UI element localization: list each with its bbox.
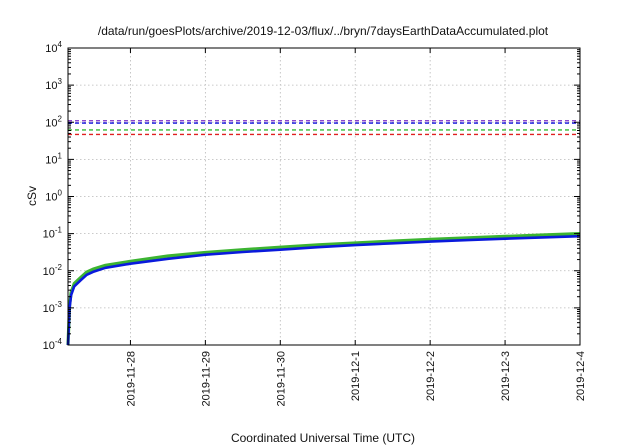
y-tick-base: 10 <box>43 229 55 241</box>
x-axis-title: Coordinated Universal Time (UTC) <box>231 431 415 445</box>
x-tick-label: 2019-11-29 <box>200 351 212 406</box>
y-tick-exponent: 0 <box>58 189 63 198</box>
y-tick-label: 10-4 <box>43 337 63 352</box>
y-tick-label: 101 <box>45 151 62 166</box>
grid-lines <box>68 48 580 345</box>
x-tick-label: 2019-11-28 <box>125 351 137 406</box>
y-tick-label: 10-1 <box>43 226 63 241</box>
y-tick-label: 10-2 <box>43 263 63 278</box>
x-tick-label: 2019-12-1 <box>350 351 362 401</box>
y-tick-exponent: -3 <box>55 300 63 309</box>
series-line <box>66 234 581 346</box>
y-tick-base: 10 <box>45 117 57 129</box>
series-lines <box>66 232 581 346</box>
x-tick-label: 2019-12-2 <box>425 351 437 401</box>
y-tick-exponent: 2 <box>58 114 63 123</box>
y-axis-title: cSv <box>25 186 39 206</box>
threshold-lines <box>68 120 580 136</box>
y-tick-exponent: 4 <box>58 40 63 49</box>
y-tick-base: 10 <box>43 266 55 278</box>
y-tick-label: 104 <box>45 40 62 55</box>
y-tick-exponent: -1 <box>55 226 63 235</box>
y-tick-label: 102 <box>45 114 62 129</box>
axis-ticks <box>68 47 581 346</box>
y-tick-base: 10 <box>43 340 55 352</box>
y-tick-base: 10 <box>45 192 57 204</box>
y-tick-label: 100 <box>45 189 62 204</box>
x-tick-label: 2019-11-30 <box>275 351 287 406</box>
y-tick-exponent: -2 <box>55 263 63 272</box>
y-tick-exponent: 1 <box>58 151 63 160</box>
y-tick-exponent: 3 <box>58 77 63 86</box>
y-tick-base: 10 <box>45 154 57 166</box>
y-tick-base: 10 <box>45 80 57 92</box>
series-line <box>66 232 581 346</box>
x-tick-label: 2019-12-3 <box>500 351 512 401</box>
y-tick-label: 103 <box>45 77 62 92</box>
x-tick-label: 2019-12-4 <box>575 351 587 401</box>
y-tick-exponent: -4 <box>55 337 63 346</box>
y-tick-base: 10 <box>45 43 57 55</box>
y-tick-label: 10-3 <box>43 300 63 315</box>
x-tick-labels: 2019-11-28 2019-11-29 2019-11-30 2019-12-1 2… <box>125 351 587 406</box>
chart-title: /data/run/goesPlots/archive/2019-12-03/f… <box>98 24 549 38</box>
y-tick-base: 10 <box>43 303 55 315</box>
